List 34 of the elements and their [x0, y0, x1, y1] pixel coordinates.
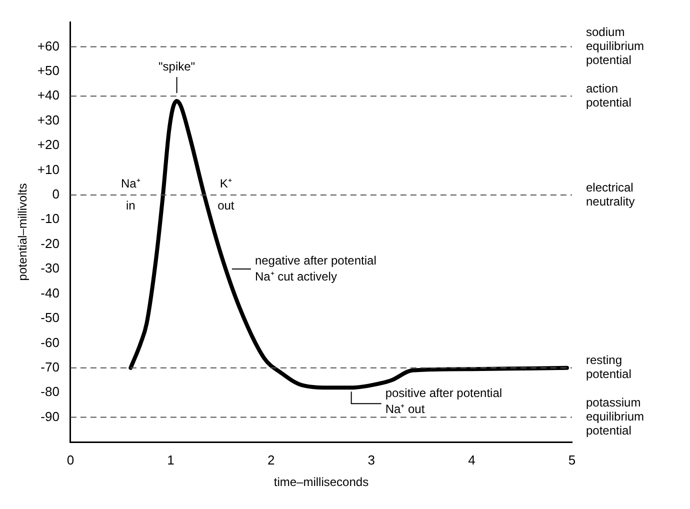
- y-tick-label: -20: [40, 236, 60, 251]
- ref-line-label: action potential: [586, 81, 632, 110]
- y-tick-label: +20: [37, 137, 60, 152]
- y-tick-label: +50: [37, 62, 60, 78]
- y-tick-label: -70: [40, 359, 60, 374]
- y-tick-label: -10: [40, 211, 60, 226]
- x-tick-label: 2: [267, 452, 275, 468]
- ref-line-label: potassium equilibrium potential: [586, 396, 644, 438]
- y-tick-label: -90: [40, 408, 60, 424]
- annotation: positive after potential Na⁺ out: [385, 386, 502, 416]
- annotation: Na⁺ in: [120, 176, 140, 212]
- ref-line-label: electrical neutrality: [586, 180, 635, 208]
- x-axis-title: time–milliseconds: [274, 475, 369, 490]
- y-tick-label: -50: [40, 310, 60, 326]
- y-tick-label: +60: [37, 38, 60, 54]
- y-tick-label: -80: [40, 384, 60, 400]
- annotation: negative after potential Na⁺ cut actively: [254, 253, 376, 284]
- annotation: K⁺ out: [218, 176, 235, 212]
- y-tick-label: +30: [37, 112, 60, 128]
- y-axis-title: potential–millivolts: [16, 183, 30, 281]
- x-tick-label: 3: [368, 452, 375, 468]
- y-tick-label: +40: [37, 88, 60, 103]
- x-tick-label: 5: [568, 452, 576, 468]
- annotation: "spike": [158, 59, 196, 74]
- x-tick-label: 1: [167, 452, 174, 468]
- y-tick-label: -60: [40, 334, 60, 350]
- y-tick-label: 0: [52, 186, 60, 202]
- y-tick-label: +10: [37, 162, 60, 177]
- ref-line-label: resting potential: [586, 353, 632, 382]
- ref-line-label: sodium equilibrium potential: [586, 25, 644, 68]
- x-tick-label: 4: [468, 452, 476, 468]
- x-tick-label: 0: [66, 452, 74, 468]
- y-tick-label: -40: [40, 285, 60, 300]
- y-tick-label: -30: [40, 260, 60, 276]
